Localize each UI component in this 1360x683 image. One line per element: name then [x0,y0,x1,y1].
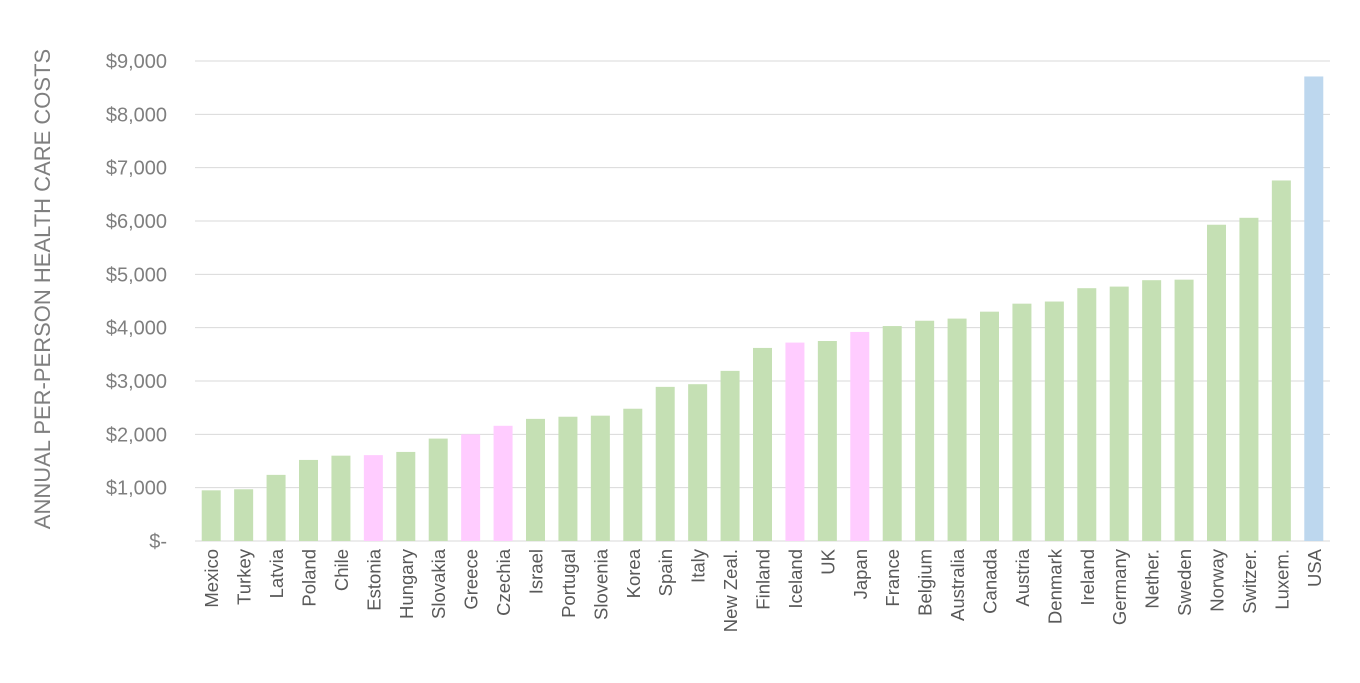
x-category-label: New Zeal. [720,549,741,632]
bar-mexico [201,490,221,541]
y-axis-ticks: $- $1,000 $2,000 $3,000 $4,000 $5,000 $6,000 $7… [106,51,167,553]
x-category-label: Slovakia [428,548,449,619]
bar-slovenia [590,415,610,541]
bar-switzer [1239,217,1259,542]
x-category-label: Mexico [201,549,222,608]
x-category-label: Greece [461,549,482,610]
y-tick-label: $6,000 [106,211,167,233]
bar-latvia [266,474,286,541]
bar-chile [331,455,351,541]
y-tick-label: $- [149,531,167,553]
bar-turkey [234,489,254,541]
bar-luxem [1271,180,1291,541]
x-category-label: Korea [623,548,644,598]
x-category-label: Sweden [1174,549,1195,616]
bar-poland [299,459,318,541]
x-category-label: Australia [947,548,968,621]
x-category-label: Luxem. [1271,549,1292,610]
bar-canada [980,311,999,541]
y-tick-label: $2,000 [106,424,167,446]
bar-uk [817,341,837,541]
x-category-label: USA [1304,548,1325,587]
x-category-label: Austria [1012,548,1033,606]
bar-france [882,326,902,541]
x-category-label: Israel [526,549,547,594]
bar-israel [526,418,545,541]
x-category-label: Italy [688,548,709,583]
bar-nether [1142,280,1162,541]
bar-slovakia [428,438,448,541]
bar-korea [623,408,643,541]
y-tick-label: $5,000 [106,264,167,286]
x-category-label: Finland [753,549,774,610]
x-axis-categories: Mexico Turkey Latvia Poland Chile Estonia Hung… [201,548,1325,632]
bar-germany [1109,286,1129,541]
y-tick-label: $3,000 [106,371,167,393]
x-category-label: Nether. [1142,549,1163,609]
y-axis-title: ANNUAL PER-PERSON HEALTH CARE COSTS [30,49,55,529]
x-category-label: Japan [850,549,871,599]
x-category-label: Latvia [266,548,287,598]
x-category-label: Belgium [915,549,936,616]
bar-ireland [1077,288,1097,541]
bar-austria [1012,303,1032,541]
x-category-label: Czechia [493,548,514,616]
y-tick-label: $1,000 [106,478,167,500]
x-category-label: Denmark [1044,548,1065,624]
x-category-label: Estonia [363,548,384,610]
x-category-label: Slovenia [590,548,611,620]
gridlines [195,60,1330,542]
bar-czechia [493,425,513,541]
bar-denmark [1044,301,1064,541]
x-category-label: UK [817,548,838,574]
bars [201,76,1324,542]
bar-australia [947,318,967,541]
x-category-label: Canada [980,548,1001,614]
bar-belgium [915,320,935,541]
x-category-label: Iceland [785,549,806,609]
x-category-label: Chile [331,549,352,591]
x-category-label: Germany [1109,548,1130,625]
bar-sweden [1174,279,1194,541]
bar-usa [1304,76,1324,541]
bar-iceland [785,342,805,541]
x-category-label: Turkey [234,548,255,605]
bar-norway [1207,224,1226,541]
y-tick-label: $9,000 [106,51,167,73]
x-category-label: France [882,549,903,607]
x-category-label: Norway [1207,548,1228,611]
bar-hungary [396,451,416,541]
x-category-label: Hungary [396,548,417,619]
y-tick-label: $7,000 [106,158,167,180]
y-tick-label: $8,000 [106,104,167,126]
x-category-label: Poland [299,549,320,607]
bar-portugal [558,416,578,541]
bar-estonia [363,455,383,541]
bar-new-zeal [720,370,740,541]
y-tick-label: $4,000 [106,318,167,340]
x-category-label: Switzer. [1239,549,1260,614]
bar-japan [850,331,870,541]
bar-spain [655,386,675,541]
bar-finland [753,347,772,541]
x-category-label: Portugal [558,549,579,618]
bar-greece [461,434,481,541]
x-category-label: Ireland [1077,549,1098,606]
x-category-label: Spain [655,549,676,596]
bar-italy [688,384,708,541]
